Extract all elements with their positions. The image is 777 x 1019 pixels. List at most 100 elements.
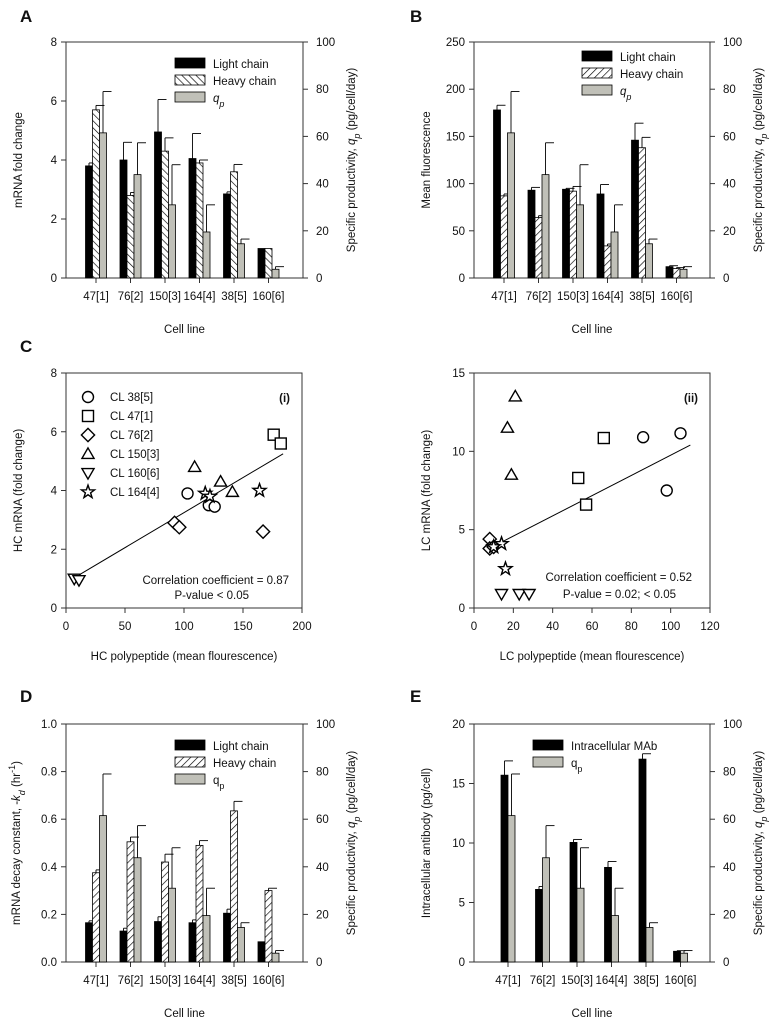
legend-label: CL 160[6] <box>110 468 159 480</box>
y-tick-label: 0 <box>459 273 465 285</box>
label-part: (pg/cell/day) <box>753 68 765 134</box>
y-tick-label: 0.4 <box>41 862 58 874</box>
triangle-down-marker <box>511 588 527 602</box>
triangle-down-marker <box>494 588 509 602</box>
panel-c-ii: 0 5 10 15 LC mRNA (fold change) 0 20 40 60 80 100 1… <box>421 368 720 663</box>
x-tick-label: 150[3] <box>561 975 593 987</box>
y2-axis-label: Specific productivity, qp (pg/cell/day) <box>346 751 362 936</box>
bar <box>672 268 681 279</box>
x-tick-label: 160[6] <box>661 291 693 303</box>
p-value-text: P-value = 0.02; < 0.05 <box>563 589 676 601</box>
y2-axis-label: Specific productivity, qp (pg/cell/day) <box>346 68 362 253</box>
legend-label: qp <box>213 93 224 109</box>
diamond-marker <box>255 524 271 540</box>
y2-tick-label: 80 <box>723 84 736 96</box>
triangle-down-marker <box>521 588 537 602</box>
y2-tick-label: 20 <box>723 909 736 921</box>
bar <box>223 193 231 279</box>
y-tick-label: 0 <box>459 957 465 969</box>
y-tick-label: 4 <box>51 155 58 167</box>
x-tick-label: 76[2] <box>118 291 144 303</box>
label-part: k <box>11 794 23 801</box>
bar <box>603 245 612 279</box>
label-part: d <box>17 789 27 795</box>
label-part: p <box>219 781 224 791</box>
triangle-up-marker <box>213 474 228 487</box>
bar <box>168 204 176 279</box>
bar <box>99 132 107 279</box>
legend-label: Light chain <box>213 741 269 753</box>
x-tick-label: 38[5] <box>221 975 247 987</box>
star-marker <box>250 481 269 498</box>
bar <box>507 132 515 279</box>
diamond-marker <box>171 519 187 535</box>
bar <box>230 171 238 279</box>
y2-tick-label: 100 <box>723 37 742 49</box>
x-tick-label: 0 <box>63 621 69 633</box>
bar <box>638 147 646 279</box>
bar <box>202 915 211 963</box>
label-part: Specific productivity, <box>346 145 358 252</box>
panel-c: C 0 2 4 6 8 HC mRNA (fold change) 0 50 100 150 200 H… <box>13 337 312 663</box>
y-tick-label: 15 <box>452 368 465 380</box>
y2-tick-label: 20 <box>723 226 736 238</box>
label-part: q <box>213 775 219 787</box>
y2-tick-label: 60 <box>316 131 329 143</box>
bar <box>610 231 619 279</box>
bar <box>569 842 578 963</box>
x-axis-label: Cell line <box>572 1008 613 1019</box>
y-tick-label: 5 <box>459 525 465 537</box>
y2-tick-label: 80 <box>316 84 329 96</box>
y-tick-label: 50 <box>452 226 465 238</box>
y-tick-label: 8 <box>51 37 57 49</box>
star-marker <box>492 534 511 552</box>
bar <box>631 139 639 279</box>
bar <box>119 930 128 963</box>
legend-swatch <box>532 739 564 751</box>
y-tick-label: 250 <box>446 37 465 49</box>
y2-tick-label: 100 <box>316 719 335 731</box>
x-tick-label: 76[2] <box>118 975 144 987</box>
bar <box>85 165 93 279</box>
y2-tick-label: 0 <box>316 273 322 285</box>
label-part: (pg/cell/day) <box>346 68 358 134</box>
label-part: p <box>577 764 582 774</box>
y2-tick-label: 80 <box>316 767 329 779</box>
y-axis-label: Mean fluorescence <box>421 111 433 208</box>
y2-axis-label: Specific productivity, qp (pg/cell/day) <box>753 68 769 253</box>
bar <box>604 866 612 963</box>
p-value-text: P-value < 0.05 <box>175 590 249 602</box>
bar <box>541 174 550 279</box>
y-axis-label: LC mRNA (fold change) <box>421 430 433 552</box>
bar <box>576 887 585 963</box>
bar <box>223 912 231 963</box>
legend-swatch <box>581 84 613 96</box>
bar <box>188 922 197 963</box>
y2-tick-label: 100 <box>316 37 335 49</box>
y-tick-label: 10 <box>452 838 465 850</box>
y-tick-label: 200 <box>446 84 465 96</box>
bar <box>596 193 605 279</box>
y-tick-label: 0.0 <box>41 957 57 969</box>
circle-marker <box>660 484 673 497</box>
x-tick-label: 164[4] <box>592 291 624 303</box>
y-tick-label: 0.6 <box>41 814 57 826</box>
label-part: q <box>346 821 358 828</box>
label-part: q <box>213 93 220 105</box>
x-tick-label: 150 <box>233 621 252 633</box>
x-tick-label: 80 <box>625 621 638 633</box>
y-tick-label: 0.2 <box>41 909 57 921</box>
legend-label: CL 47[1] <box>110 411 153 423</box>
label-part: p <box>218 99 224 109</box>
x-tick-label: 100 <box>174 621 193 633</box>
label-part: p <box>625 92 631 102</box>
legend-label: Heavy chain <box>620 69 683 81</box>
label-part: p <box>352 817 362 823</box>
bar <box>154 131 162 279</box>
star-marker <box>201 487 219 504</box>
y-tick-label: 4 <box>51 486 58 498</box>
x-tick-label: 47[1] <box>491 291 517 303</box>
legend-label: qp <box>213 775 224 791</box>
y2-tick-label: 20 <box>316 226 329 238</box>
bar <box>645 927 654 963</box>
